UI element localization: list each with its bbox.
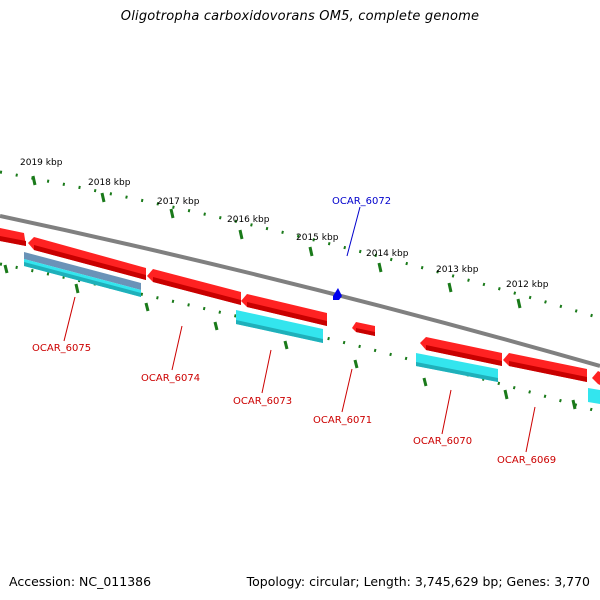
scale-label-2017: 2017 kbp: [157, 197, 200, 207]
gene-label-6071: OCAR_6071: [313, 415, 372, 426]
label-line-6070: [441, 389, 452, 435]
feature-track: [24, 252, 600, 404]
label-line-6075: [63, 296, 76, 342]
tick-2015: [308, 246, 314, 257]
feature-6073-bar[interactable]: [236, 310, 323, 343]
gene-edge-arrow[interactable]: [592, 371, 600, 385]
tick-2012: [516, 298, 522, 309]
scale-label-2018: 2018 kbp: [88, 178, 131, 188]
gene-track: [0, 228, 600, 385]
upper-scale-track: [0, 170, 600, 320]
gene-6075-arrow[interactable]: [28, 237, 146, 280]
genome-backbone: [0, 214, 600, 368]
gene-6073-arrow[interactable]: [241, 294, 327, 326]
gene-label-6069: OCAR_6069: [497, 455, 556, 466]
accession-text: Accession: NC_011386: [9, 574, 152, 589]
label-line-6074: [171, 325, 183, 371]
feature-6075-bar[interactable]: [24, 252, 141, 297]
ocar-6072-marker[interactable]: [333, 288, 342, 300]
tick-2016: [238, 229, 244, 240]
scale-label-2019: 2019 kbp: [20, 158, 63, 168]
gene-label-6073: OCAR_6073: [233, 396, 292, 407]
feature-edge-bar[interactable]: [588, 388, 600, 404]
scale-label-2015: 2015 kbp: [296, 233, 339, 243]
tick-2014: [377, 262, 383, 273]
page-title: Oligotropha carboxidovorans OM5, complet…: [120, 9, 480, 24]
gene-label-6075: OCAR_6075: [32, 343, 91, 354]
tick-2018: [100, 192, 106, 203]
label-line-6069: [525, 406, 536, 453]
scale-label-2012: 2012 kbp: [506, 280, 549, 290]
gene-6071-arrow[interactable]: [352, 322, 375, 336]
feature-6070-bar[interactable]: [416, 353, 498, 382]
tick-2019: [31, 175, 37, 186]
scale-label-2016: 2016 kbp: [227, 215, 270, 225]
label-line-6072: [346, 206, 361, 257]
gene-6070-arrow[interactable]: [420, 337, 502, 366]
lower-scale-track: [0, 262, 600, 414]
gene-6074-arrow[interactable]: [147, 269, 241, 305]
gene-label-6070: OCAR_6070: [413, 436, 472, 447]
scale-label-2014: 2014 kbp: [366, 249, 409, 259]
label-line-6071: [341, 368, 353, 413]
gene-label-6072: OCAR_6072: [332, 196, 391, 207]
tick-2013: [447, 282, 453, 293]
topology-text: Topology: circular; Length: 3,745,629 bp…: [246, 574, 590, 589]
gene-label-6074: OCAR_6074: [141, 373, 200, 384]
tick-2017: [169, 208, 175, 219]
gene-6069-arrow[interactable]: [503, 353, 587, 382]
label-line-6073: [261, 349, 272, 394]
scale-label-2013: 2013 kbp: [436, 265, 479, 275]
gene-0-arrow[interactable]: [0, 228, 26, 246]
